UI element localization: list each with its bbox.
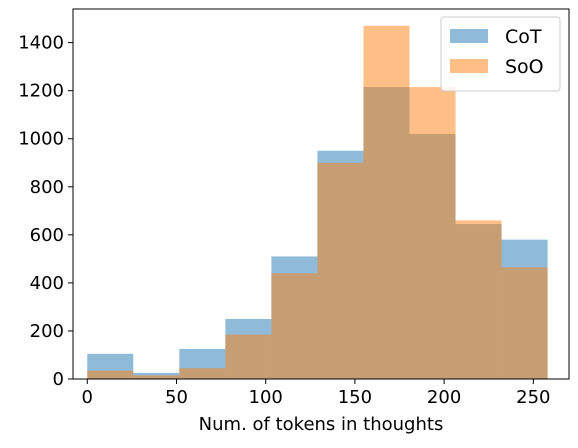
y-tick-label: 1400	[18, 33, 64, 54]
bar-soo-9	[501, 267, 548, 379]
bar-soo-0	[87, 370, 134, 379]
plot-frame	[72, 8, 570, 380]
bar-soo-2	[179, 368, 226, 379]
legend: CoT SoO	[440, 16, 561, 92]
bar-soo-7	[409, 87, 456, 380]
x-tick-label: 150	[338, 387, 372, 408]
y-tick-label: 800	[30, 177, 64, 198]
bar-soo-8	[455, 220, 502, 379]
legend-swatch-soo	[450, 59, 488, 73]
x-tick-label: 50	[165, 387, 188, 408]
legend-label-soo: SoO	[505, 56, 544, 78]
bar-soo-4	[271, 273, 318, 379]
bar-soo-1	[133, 375, 180, 379]
bar-soo-6	[363, 25, 410, 380]
bar-soo-3	[225, 334, 272, 379]
x-axis-label: Num. of tokens in thoughts	[199, 414, 444, 435]
y-tick-label: 1000	[18, 129, 64, 150]
x-tick-label: 250	[516, 387, 550, 408]
bar-soo-5	[317, 162, 364, 379]
y-axis: 0 200 400 600 800 1000 1200 1400	[18, 33, 73, 390]
y-tick-label: 0	[53, 369, 64, 390]
legend-swatch-cot	[450, 29, 488, 43]
y-tick-label: 1200	[18, 81, 64, 102]
legend-box	[440, 16, 561, 92]
bars-layer	[87, 25, 548, 380]
x-tick-label: 100	[249, 387, 283, 408]
legend-label-cot: CoT	[505, 26, 542, 48]
x-tick-label: 0	[82, 387, 93, 408]
x-tick-label: 200	[427, 387, 461, 408]
legend-items: CoT SoO	[450, 26, 544, 78]
y-tick-label: 400	[30, 273, 64, 294]
x-axis: 0 50 100 150 200 250	[82, 379, 550, 408]
series-soo	[87, 25, 548, 380]
y-tick-label: 200	[30, 321, 64, 342]
y-tick-label: 600	[30, 225, 64, 246]
